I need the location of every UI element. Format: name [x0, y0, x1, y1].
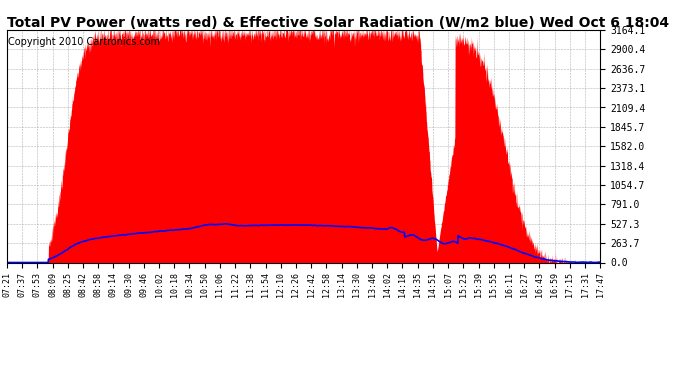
Text: Total PV Power (watts red) & Effective Solar Radiation (W/m2 blue) Wed Oct 6 18:: Total PV Power (watts red) & Effective S… — [7, 16, 669, 30]
Text: Copyright 2010 Cartronics.com: Copyright 2010 Cartronics.com — [8, 37, 160, 47]
